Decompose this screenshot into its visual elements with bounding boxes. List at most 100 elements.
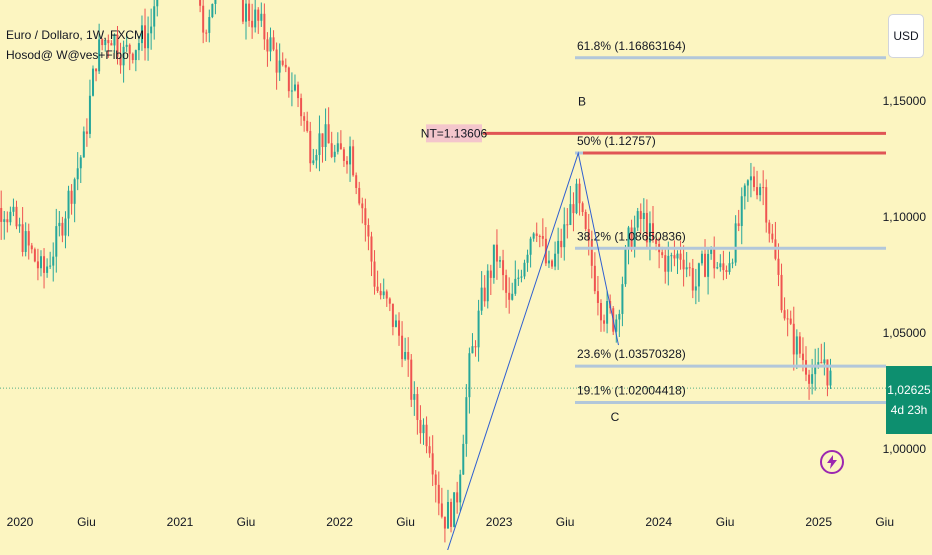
candle-body bbox=[144, 25, 147, 49]
candle-body bbox=[401, 335, 404, 360]
candle-body bbox=[734, 223, 737, 263]
candle-body bbox=[713, 247, 716, 269]
candle-body bbox=[278, 60, 281, 73]
flash-icon[interactable] bbox=[820, 450, 844, 474]
candle-body bbox=[462, 443, 465, 475]
fib-level-label: 19.1% (1.02004418) bbox=[577, 383, 686, 397]
candle-body bbox=[297, 84, 300, 99]
candle-body bbox=[563, 224, 566, 248]
candle-body bbox=[456, 492, 459, 503]
candle-body bbox=[309, 130, 312, 164]
candle-body bbox=[208, 17, 211, 33]
candle-body bbox=[465, 397, 468, 444]
x-tick-label: Giu bbox=[396, 515, 415, 529]
candle-body bbox=[318, 133, 321, 155]
candle-body bbox=[789, 318, 792, 324]
candle-body bbox=[410, 359, 413, 400]
candle-body bbox=[321, 133, 324, 147]
candle-body bbox=[603, 320, 606, 324]
candle-body bbox=[122, 46, 125, 66]
candle-body bbox=[431, 453, 434, 475]
currency-button[interactable]: USD bbox=[888, 14, 924, 58]
indicator-title[interactable]: Hosod@ W@ves+Fibo bbox=[6, 48, 129, 62]
candle-body bbox=[95, 68, 98, 72]
candle-body bbox=[70, 190, 73, 204]
candle-body bbox=[39, 256, 42, 269]
candle-body bbox=[36, 261, 39, 269]
candle-body bbox=[379, 290, 382, 296]
candle-body bbox=[560, 240, 563, 248]
candle-body bbox=[624, 249, 627, 285]
chart-legend: Euro / Dollaro, 1W, FXCM Hosod@ W@ves+Fi… bbox=[6, 25, 144, 65]
candle-body bbox=[422, 424, 425, 434]
candle-body bbox=[76, 168, 79, 180]
candle-body bbox=[107, 40, 110, 44]
candle-body bbox=[743, 185, 746, 197]
candle-body bbox=[6, 219, 9, 223]
candle-body bbox=[688, 267, 691, 269]
candle-body bbox=[495, 244, 498, 262]
candle-body bbox=[826, 359, 829, 386]
candle-body bbox=[269, 37, 272, 52]
candle-body bbox=[759, 187, 762, 196]
candle-body bbox=[725, 270, 728, 273]
candle-body bbox=[814, 364, 817, 375]
candle-body bbox=[489, 270, 492, 278]
candle-body bbox=[618, 313, 621, 320]
candle-body bbox=[245, 3, 248, 22]
candle-body bbox=[248, 3, 251, 21]
symbol-title[interactable]: Euro / Dollaro, 1W, FXCM bbox=[6, 28, 145, 42]
candle-body bbox=[756, 187, 759, 196]
candle-body bbox=[768, 222, 771, 234]
candle-body bbox=[150, 26, 153, 34]
candle-body bbox=[731, 262, 734, 264]
candle-body bbox=[385, 291, 388, 299]
candle-body bbox=[290, 90, 293, 92]
candle-body bbox=[355, 175, 358, 188]
candle-body bbox=[667, 255, 670, 272]
candle-body bbox=[361, 203, 364, 209]
candle-body bbox=[749, 176, 752, 181]
candle-body bbox=[254, 9, 257, 28]
candle-body bbox=[633, 227, 636, 250]
candle-body bbox=[664, 255, 667, 272]
candle-body bbox=[606, 301, 609, 324]
candle-body bbox=[275, 49, 278, 73]
candle-body bbox=[46, 266, 49, 273]
candle-body bbox=[202, 5, 205, 33]
candle-body bbox=[211, 3, 214, 18]
candle-body bbox=[281, 60, 284, 65]
candle-body bbox=[707, 253, 710, 277]
x-tick-label: Giu bbox=[77, 515, 96, 529]
candle-body bbox=[593, 265, 596, 292]
candle-body bbox=[514, 278, 517, 294]
candle-body bbox=[324, 124, 327, 147]
candle-body bbox=[655, 239, 658, 244]
candle-body bbox=[55, 226, 58, 257]
y-tick-label: 1,00000 bbox=[883, 442, 927, 456]
candle-body bbox=[147, 33, 150, 49]
candle-body bbox=[453, 492, 456, 527]
candle-body bbox=[312, 160, 315, 164]
candle-body bbox=[578, 183, 581, 204]
candle-body bbox=[446, 501, 449, 529]
candle-body bbox=[691, 268, 694, 291]
candle-body bbox=[27, 231, 30, 246]
current-price-tag: 1,02625 4d 23h bbox=[886, 366, 932, 434]
candle-body bbox=[82, 131, 85, 158]
candle-body bbox=[287, 67, 290, 92]
candle-body bbox=[43, 256, 46, 273]
candle-body bbox=[349, 146, 352, 165]
candle-body bbox=[538, 235, 541, 237]
candle-body bbox=[79, 157, 82, 169]
candle-body bbox=[413, 394, 416, 400]
candle-body bbox=[367, 225, 370, 237]
candle-body bbox=[492, 244, 495, 278]
candle-body bbox=[590, 240, 593, 266]
candle-body bbox=[746, 180, 749, 186]
candle-body bbox=[673, 255, 676, 259]
candle-body bbox=[529, 238, 532, 255]
candle-body bbox=[370, 236, 373, 262]
